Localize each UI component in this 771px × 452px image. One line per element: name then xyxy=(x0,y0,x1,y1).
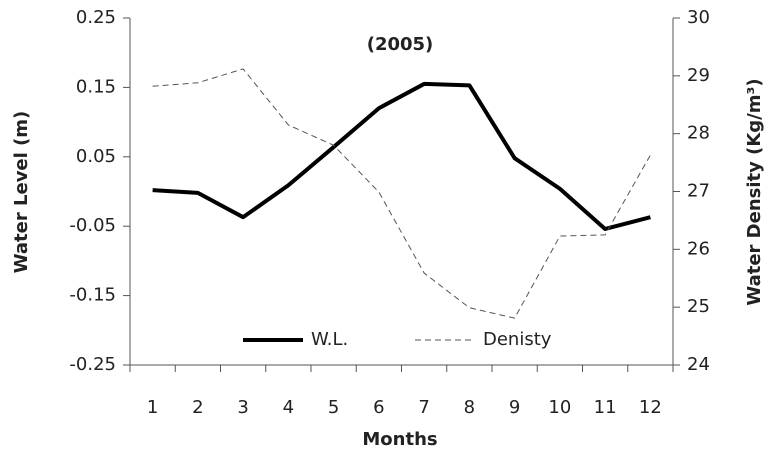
y2-tick-label: 25 xyxy=(687,296,710,317)
x-tick-label: 10 xyxy=(548,397,571,418)
y2-tick-label: 28 xyxy=(687,123,710,144)
y-tick-label: 0.05 xyxy=(76,146,116,167)
y2-axis-title: Water Density (Kg/m³) xyxy=(744,78,765,305)
x-tick-label: 8 xyxy=(464,397,475,418)
y2-tick-label: 29 xyxy=(687,65,710,86)
y2-tick-label: 26 xyxy=(687,238,710,259)
y-axis-title: Water Level (m) xyxy=(11,111,32,274)
x-tick-label: 1 xyxy=(147,397,158,418)
y2-tick-label: 24 xyxy=(687,354,710,375)
y2-tick-label: 30 xyxy=(687,7,710,28)
chart-title: (2005) xyxy=(367,34,434,55)
legend-label: W.L. xyxy=(311,329,348,350)
x-tick-label: 3 xyxy=(237,397,248,418)
y2-tick-label: 27 xyxy=(687,181,710,202)
x-axis-title: Months xyxy=(362,429,437,450)
series-line xyxy=(152,81,651,231)
y-tick-label: -0.25 xyxy=(69,354,116,375)
x-tick-label: 9 xyxy=(509,397,520,418)
x-tick-label: 11 xyxy=(594,397,617,418)
series-line xyxy=(152,68,651,319)
x-tick-label: 5 xyxy=(328,397,339,418)
x-tick-label: 6 xyxy=(373,397,384,418)
y-tick-label: 0.15 xyxy=(76,76,116,97)
legend-label: Denisty xyxy=(483,329,552,350)
y-tick-label: -0.15 xyxy=(69,285,116,306)
y-tick-label: -0.05 xyxy=(69,215,116,236)
x-tick-label: 12 xyxy=(639,397,662,418)
y-tick-label: 0.25 xyxy=(76,7,116,28)
x-tick-label: 7 xyxy=(418,397,429,418)
x-tick-label: 2 xyxy=(192,397,203,418)
x-tick-label: 4 xyxy=(283,397,294,418)
